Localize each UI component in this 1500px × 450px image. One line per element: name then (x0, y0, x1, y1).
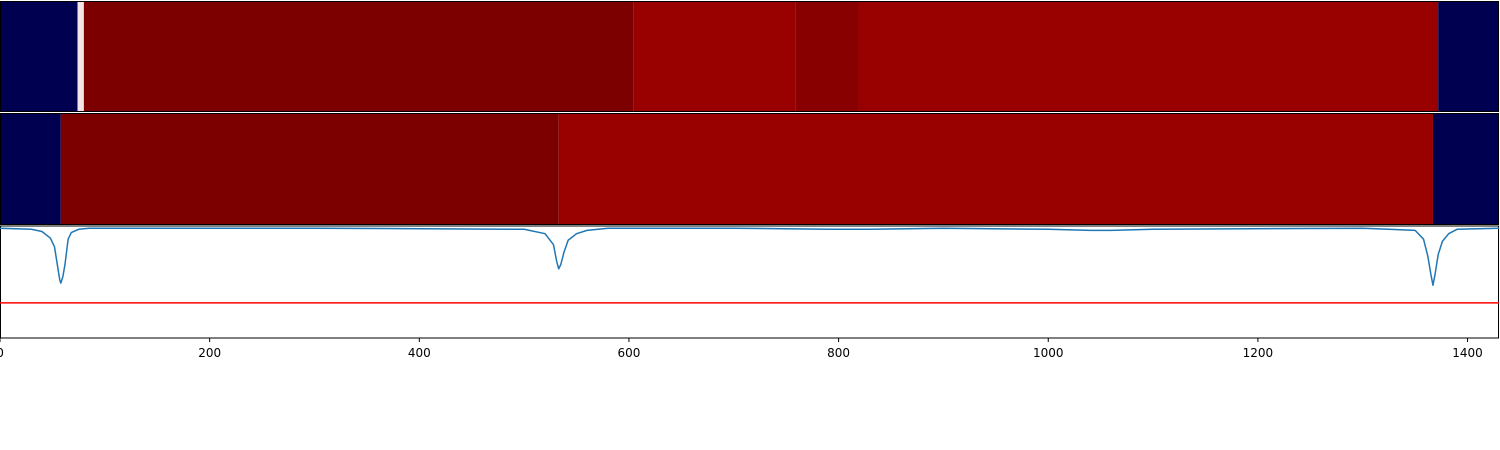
x-tick-label: 600 (617, 346, 640, 360)
heatmap-top-segment-2 (83, 1, 634, 112)
x-tick-label: 0 (0, 346, 4, 360)
line-panel-frame (0, 225, 1499, 339)
x-axis: 0 200 400 600 800 1000 1200 1400 (0, 338, 1483, 360)
heatmap-bottom (0, 113, 1499, 225)
series-line (0, 227, 1500, 287)
heatmap-top-segment-4 (795, 1, 859, 112)
heatmap-bottom-segment-3 (1432, 113, 1499, 225)
heatmap-top-segment-0 (0, 1, 78, 112)
heatmap-top-segment-3 (633, 1, 796, 112)
heatmap-top-frame (0, 1, 1499, 112)
heatmap-bottom-segment-1 (60, 113, 559, 225)
x-tick-label: 1000 (1033, 346, 1064, 360)
x-tick-label: 1200 (1243, 346, 1274, 360)
x-tick-label: 1400 (1452, 346, 1483, 360)
x-tick-label: 400 (408, 346, 431, 360)
heatmap-bottom-frame (0, 113, 1499, 225)
heatmap-bottom-segment-0 (0, 113, 61, 225)
x-tick-label: 200 (198, 346, 221, 360)
heatmap-top-segment-5 (858, 1, 1439, 112)
heatmap-bottom-segment-2 (558, 113, 1433, 225)
line-panel (0, 225, 1500, 339)
heatmap-top (0, 1, 1499, 112)
x-tick-label: 800 (827, 346, 850, 360)
heatmap-top-segment-6 (1438, 1, 1499, 112)
heatmap-top-segment-1 (77, 1, 84, 112)
